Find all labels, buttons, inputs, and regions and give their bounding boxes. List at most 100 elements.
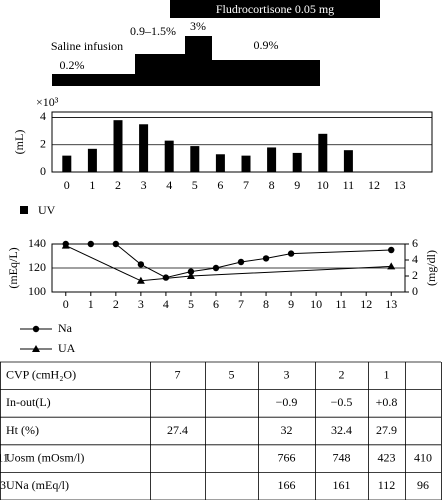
x-tick-label: 13 [385,297,397,311]
y2-tick-label: 0 [412,284,418,298]
y-tick-label: 100 [28,284,46,298]
x-tick-label: 6 [213,297,219,311]
x-tick-label: 0 [63,297,69,311]
table-cell: −0.5 [331,395,353,409]
x-tick-label: 9 [288,297,294,311]
marker [87,240,95,248]
table-cell: 5 [229,368,235,382]
row-label: UNa (mEq/l) [6,478,69,492]
legend-marker [32,325,40,333]
x-tick-label: 13 [394,178,406,192]
x-tick-label: 2 [115,178,121,192]
row-label: Ht (%) [6,423,39,437]
x-tick-label: 6 [217,178,223,192]
y-tick-label: 120 [28,260,46,274]
table-cell: 311 [0,450,9,464]
table-cell: +0.8 [376,395,398,409]
x-tick-label: 10 [317,178,329,192]
y2-axis-label: (mg/dl) [424,250,438,286]
bar [139,124,149,172]
table-cell: 166 [278,478,296,492]
table-cell: −0.9 [276,395,298,409]
infusion-label: 0.9% [254,38,279,52]
bar [343,150,353,172]
marker [237,258,245,266]
y2-tick-label: 6 [412,236,418,250]
marker [262,255,270,262]
table-cell: 27.9 [376,423,397,437]
y-axis-label: (mEq/L) [6,247,20,288]
marker [137,261,145,268]
table-cell: 2 [339,368,345,382]
infusion-block [135,54,185,86]
x-tick-label: 11 [335,297,347,311]
series-line [65,245,392,282]
marker [186,272,195,279]
y-tick-label: 140 [28,236,46,250]
x-tick-label: 8 [269,178,275,192]
x-tick-label: 10 [310,297,322,311]
bar [267,147,277,172]
bar [190,146,200,172]
table-cell: 32.4 [331,423,352,437]
table-cell: 7 [175,368,181,382]
bar [241,155,251,172]
infusion-label: 3% [190,19,206,33]
marker [187,268,195,275]
y2-tick-label: 2 [412,268,418,282]
infusion-label: 0.2% [60,58,85,72]
x-tick-label: 7 [238,297,244,311]
x-tick-label: 2 [113,297,119,311]
row-label: Uosm (mOsm/l) [6,450,84,464]
x-tick-label: 8 [263,297,269,311]
infusion-block [185,36,212,86]
x-tick-label: 9 [294,178,300,192]
y-tick-label: 2 [40,136,46,150]
x-tick-label: 11 [343,178,355,192]
legend-label: UV [38,203,56,217]
legend-label: Na [58,321,73,335]
drug-bar [170,0,380,18]
series-line [65,243,392,279]
legend-marker [32,345,40,352]
table-cell: 73 [0,478,6,492]
bar [318,133,328,172]
x-tick-label: 3 [138,297,144,311]
marker [388,246,395,254]
bar [113,120,123,172]
y-tick-label: 0 [40,164,46,178]
y-multiplier: ×10³ [36,95,59,109]
infusion-block [52,74,135,86]
drug-label: Fludrocortisone 0.05 mg [216,2,334,16]
x-tick-label: 4 [166,178,172,192]
table-cell: 32 [281,423,293,437]
legend-label: UA [58,341,76,355]
bar [87,148,97,172]
row-label: CVP (cmH₂O) [6,368,76,382]
marker [61,241,70,249]
x-tick-label: 12 [368,178,380,192]
x-tick-label: 7 [243,178,249,192]
legend-swatch [20,206,28,214]
bar [62,155,72,172]
bar [215,154,225,172]
table-cell: 1 [384,368,390,382]
marker [212,264,220,272]
table-cell: 112 [378,478,396,492]
infusion-label: 0.9–1.5% [130,24,176,38]
table-cell: 96 [417,478,429,492]
infusion-block [212,60,320,86]
x-tick-label: 1 [88,297,94,311]
x-tick-label: 3 [141,178,147,192]
x-tick-label: 5 [188,297,194,311]
x-tick-label: 4 [163,297,169,311]
infusion-title: Saline infusion [51,39,123,53]
x-tick-label: 0 [64,178,70,192]
table-cell: 410 [414,450,432,464]
table-cell: 748 [333,450,351,464]
row-label: In-out(L) [6,395,51,409]
y-axis-label: (mL) [12,130,26,155]
y2-tick-label: 4 [412,252,418,266]
table-cell: 423 [378,450,396,464]
bar [164,140,174,172]
